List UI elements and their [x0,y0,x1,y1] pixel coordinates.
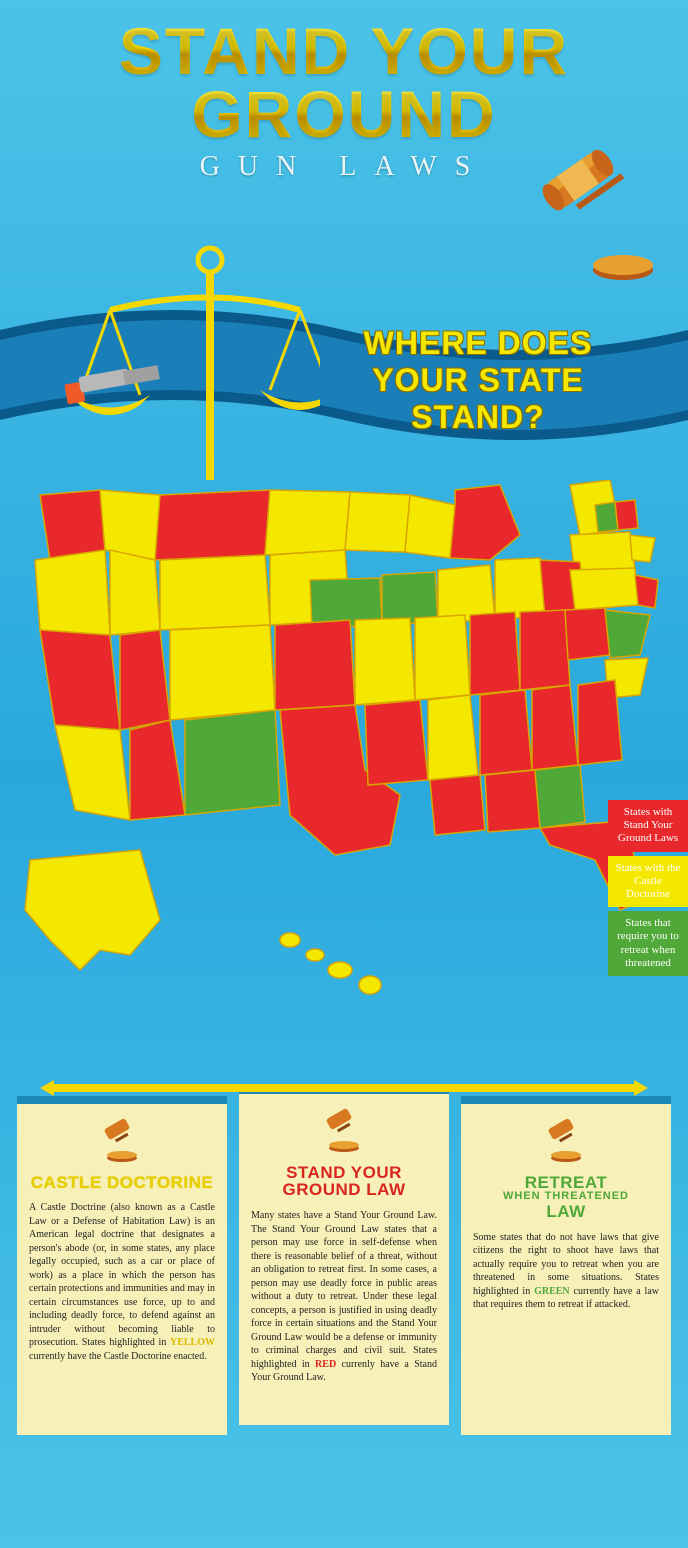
title-line2: GROUND [0,83,688,146]
question-line2: YOUR STATE [298,362,658,399]
panel-castle: CASTLE DOCTORINE A Castle Doctrine (also… [17,1096,227,1435]
info-panels: CASTLE DOCTORINE A Castle Doctrine (also… [0,1096,688,1435]
gavel-small-icon [251,1108,437,1158]
question-block: WHERE DOES YOUR STATE STAND? [298,325,658,435]
scales-icon [40,240,320,505]
legend-red: States with Stand Your Ground Laws [608,800,688,852]
map-legend: States with Stand Your Ground Laws State… [608,800,688,980]
panel-retreat-title: RETREAT WHEN THREATENED LAW [473,1174,659,1221]
gavel-icon [538,150,658,295]
panel-stand: STAND YOUR GROUND LAW Many states have a… [239,1086,449,1425]
panel-castle-title: CASTLE DOCTORINE [29,1174,215,1192]
banner-rod [40,1080,648,1096]
us-map [10,480,680,1010]
legend-green: States that require you to retreat when … [608,911,688,976]
panel-topbar [461,1096,671,1104]
gavel-small-icon [29,1118,215,1168]
panel-castle-body: A Castle Doctrine (also known as a Castl… [29,1201,215,1363]
panel-retreat-body: Some states that do not have laws that g… [473,1231,659,1312]
panel-topbar [17,1096,227,1104]
question-line3: STAND? [298,399,658,436]
question-line1: WHERE DOES [298,325,658,362]
panel-retreat: RETREAT WHEN THREATENED LAW Some states … [461,1096,671,1435]
legend-yellow: States with the Castle Doctorine [608,856,688,908]
gavel-small-icon [473,1118,659,1168]
panel-stand-body: Many states have a Stand Your Ground Law… [251,1209,437,1385]
infographic-container: STAND YOUR GROUND GUN LAWS [0,0,688,1548]
title-line1: STAND YOUR [0,20,688,83]
panel-stand-title: STAND YOUR GROUND LAW [251,1164,437,1200]
